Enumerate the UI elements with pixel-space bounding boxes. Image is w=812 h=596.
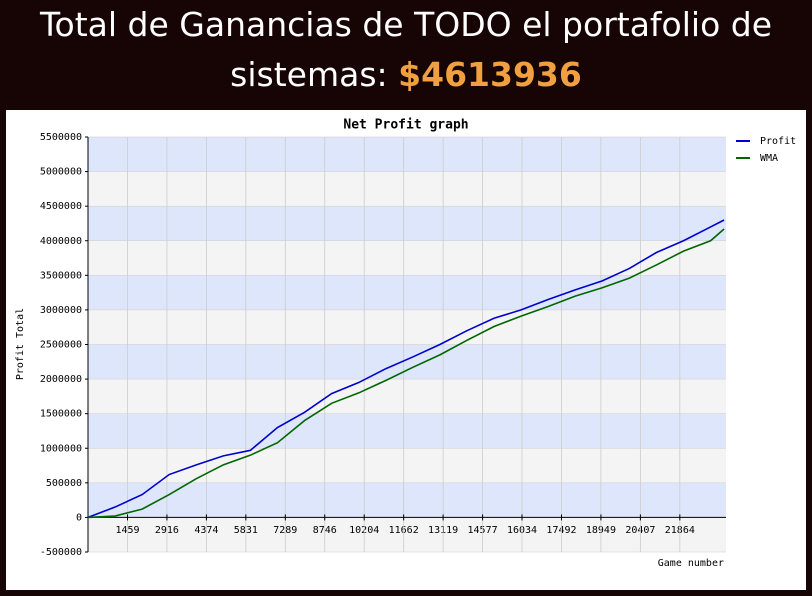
grid-band bbox=[88, 171, 726, 207]
grid-band bbox=[88, 309, 726, 345]
y-tick-label: 4000000 bbox=[40, 236, 82, 247]
header-amount: $4613936 bbox=[398, 55, 582, 94]
y-tick-label: 0 bbox=[76, 512, 82, 523]
legend-label: Profit bbox=[760, 136, 796, 147]
legend-label: WMA bbox=[760, 153, 778, 164]
y-tick-label: 2500000 bbox=[40, 340, 82, 351]
chart-title: Net Profit graph bbox=[343, 118, 468, 133]
grid-band bbox=[88, 137, 726, 172]
y-tick-label: 500000 bbox=[46, 478, 82, 489]
header-title: Total de Ganancias de TODO el portafolio… bbox=[39, 5, 772, 94]
y-tick-label: 3000000 bbox=[40, 305, 82, 316]
y-tick-label: 2000000 bbox=[40, 374, 82, 385]
y-tick-label: 5500000 bbox=[40, 132, 82, 143]
y-tick-label: 4500000 bbox=[40, 201, 82, 212]
header: Total de Ganancias de TODO el portafolio… bbox=[0, 0, 812, 100]
y-tick-label: 5000000 bbox=[40, 167, 82, 178]
y-tick-label: 1000000 bbox=[40, 443, 82, 454]
line bbox=[87, 228, 725, 519]
y-tick-label: -500000 bbox=[40, 547, 82, 558]
chart: Net Profit graph Game number Profit Tota… bbox=[6, 110, 806, 590]
line bbox=[87, 219, 725, 519]
grid-band bbox=[88, 517, 726, 552]
grid-band bbox=[88, 448, 726, 483]
grid-band bbox=[88, 482, 726, 518]
grid-band bbox=[88, 240, 726, 276]
grid-band bbox=[88, 344, 726, 380]
grid-band bbox=[88, 413, 726, 449]
x-axis-label: Game number bbox=[658, 558, 724, 569]
grid-band bbox=[88, 206, 726, 241]
y-axis-label: Profit Total bbox=[15, 308, 26, 380]
grid-band bbox=[88, 275, 726, 310]
y-tick-label: 1500000 bbox=[40, 409, 82, 420]
grid-band bbox=[88, 379, 726, 414]
y-tick-label: 3500000 bbox=[40, 270, 82, 281]
